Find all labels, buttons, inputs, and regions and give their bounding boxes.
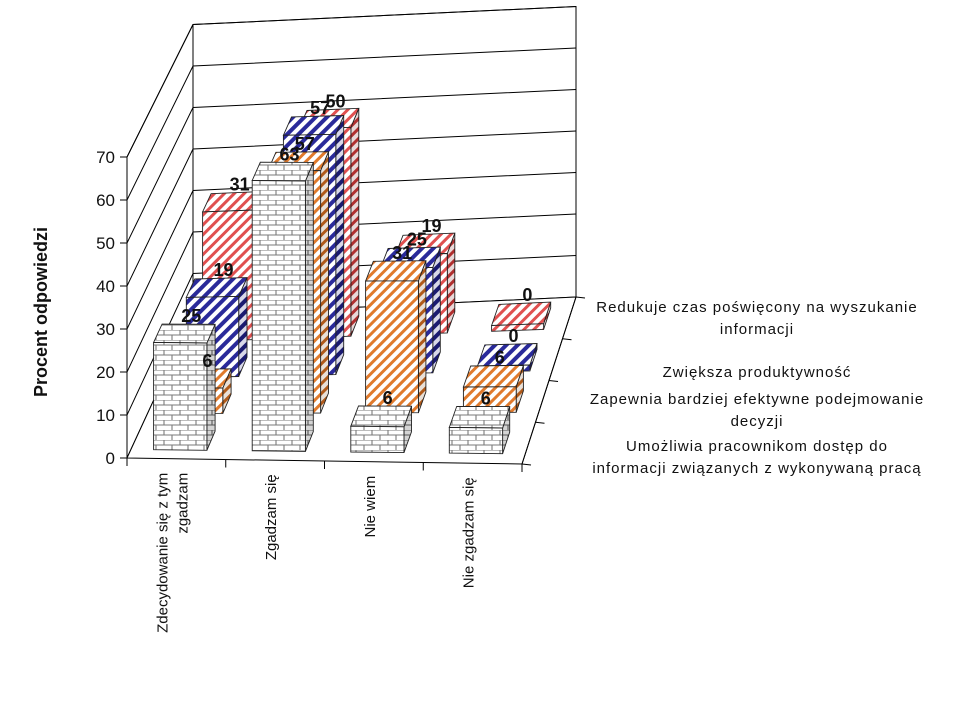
depth-tick-mark <box>535 421 545 424</box>
bar-side <box>350 108 360 337</box>
bar-front <box>491 323 545 332</box>
bar-top <box>490 301 552 326</box>
bar-top <box>185 277 248 298</box>
data-label: 57 <box>295 134 315 154</box>
data-label: 6 <box>202 351 212 371</box>
bar <box>490 301 552 332</box>
bar-top <box>462 364 525 388</box>
data-label: 25 <box>407 230 427 250</box>
bar-front <box>251 180 306 452</box>
data-label: 19 <box>421 216 441 236</box>
gridline <box>126 89 577 244</box>
series-label-line: Zapewnia bardziej efektywne podejmowanie <box>590 391 924 408</box>
category-label: Nie wiem <box>362 476 379 538</box>
data-label: 31 <box>392 243 412 263</box>
series-label-line: Redukuje czas poświęcony na wyszukanie <box>596 299 917 316</box>
data-label: 0 <box>508 326 518 346</box>
data-label: 50 <box>325 91 345 111</box>
data-label: 63 <box>279 144 299 164</box>
depth-tick-mark <box>521 463 532 466</box>
y-tick-label: 60 <box>96 191 115 210</box>
bar-side <box>417 260 427 413</box>
data-label: 57 <box>310 98 330 118</box>
series-label-line: decyzji <box>731 413 784 430</box>
data-label: 6 <box>481 389 491 409</box>
y-tick-label: 0 <box>106 449 115 468</box>
bar <box>462 364 525 413</box>
depth-tick-mark <box>575 296 586 299</box>
bar-top <box>282 115 345 136</box>
y-tick-label: 70 <box>96 148 115 167</box>
bar-side <box>335 115 345 375</box>
y-tick-label: 20 <box>96 363 115 382</box>
bar-top <box>350 405 413 428</box>
category-label-line: zgadzam <box>174 473 191 534</box>
series-label-line: informacji <box>720 321 794 338</box>
bar-front <box>448 426 504 455</box>
bar-top <box>448 405 511 429</box>
bars <box>152 107 552 455</box>
depth-tick-mark <box>562 338 572 341</box>
data-label: 19 <box>213 260 233 280</box>
series-label-line: Umożliwia pracownikom dostęp do <box>626 438 888 455</box>
data-label: 31 <box>230 175 250 195</box>
gridline <box>126 213 577 373</box>
data-label: 25 <box>181 306 201 326</box>
y-axis-title: Procent odpowiedzi <box>31 227 51 397</box>
series-label: Redukuje czas poświęcony na wyszukanie in… <box>596 299 917 338</box>
bar-side <box>206 324 216 451</box>
category-label-line: Zgadzam się <box>263 474 280 560</box>
bar-side <box>320 151 329 414</box>
gridline <box>126 6 577 158</box>
bar <box>350 405 413 454</box>
series-label-line: Zwiększa produktywność <box>663 364 852 381</box>
labels: Procent odpowiedzi Zdecydowanie się z tym… <box>31 91 924 633</box>
series-label: Umożliwia pracownikom dostęp do informacj… <box>592 438 921 477</box>
bar <box>152 323 216 451</box>
bar-top <box>476 343 538 367</box>
data-label: 0 <box>522 285 532 305</box>
series-label-line: informacji związanych z wykonywaną pracą <box>592 460 921 477</box>
depth-tick-mark <box>548 380 559 382</box>
y-tick-label: 10 <box>96 406 115 425</box>
bar-side <box>304 162 314 452</box>
category-label: Nie zgadzam się <box>461 477 478 588</box>
category-label-line: Nie zgadzam się <box>461 477 478 588</box>
bar-front <box>153 341 208 451</box>
y-tick-label: 40 <box>96 277 115 296</box>
gridline <box>126 130 577 287</box>
bar-side <box>432 246 441 373</box>
y-tick-label: 30 <box>96 320 115 339</box>
data-label: 6 <box>383 388 393 408</box>
bar <box>251 161 314 452</box>
bar-front <box>350 425 405 454</box>
bar-top <box>251 161 314 182</box>
gridline <box>126 172 577 330</box>
category-label-line: Zdecydowanie się z tym <box>154 473 171 633</box>
data-label: 6 <box>495 348 505 368</box>
bar-top <box>152 323 216 344</box>
category-label: Zgadzam się <box>263 474 280 560</box>
category-label: Zdecydowanie się z tym zgadzam <box>154 473 191 633</box>
gridline <box>126 47 577 201</box>
series-label: Zwiększa produktywność <box>663 364 852 381</box>
series-label: Zapewnia bardziej efektywne podejmowanie… <box>590 391 924 430</box>
y-tick-label: 50 <box>96 234 115 253</box>
bar-top <box>364 260 427 282</box>
bar <box>448 405 511 455</box>
category-label-line: Nie wiem <box>362 476 379 538</box>
bar <box>364 260 427 414</box>
